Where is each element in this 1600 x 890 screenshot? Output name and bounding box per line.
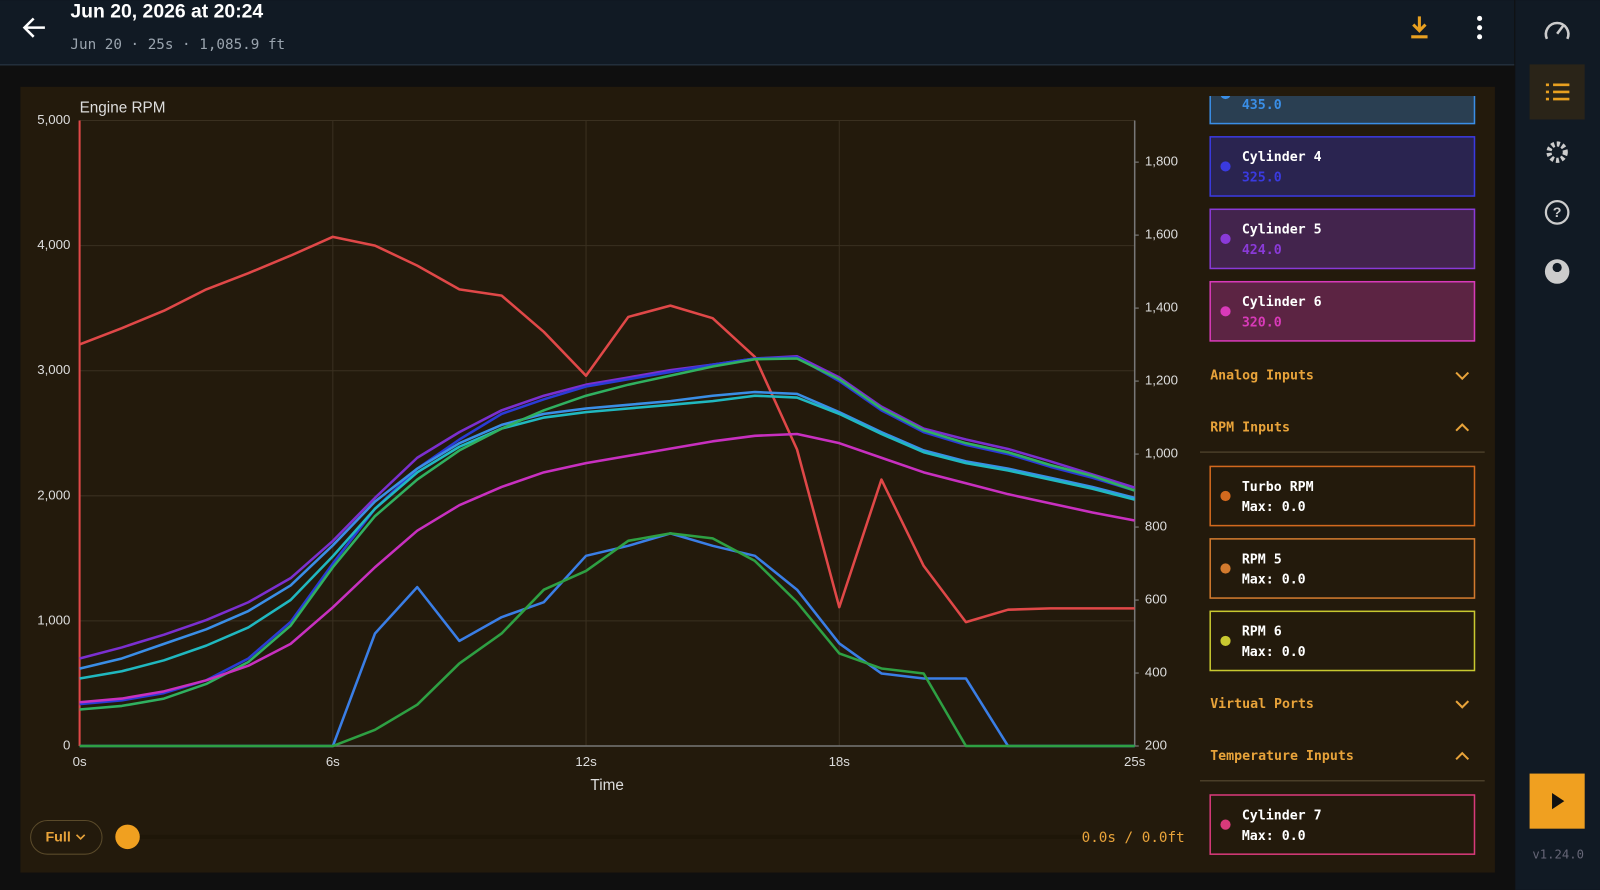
section-chevron	[1455, 371, 1470, 381]
range-chevron	[75, 834, 86, 841]
channel-list: 435.0 Cylinder 4 325.0 Cylinder 5 424.0 Cylin…	[1200, 64, 1485, 855]
x-axis-label: Time	[590, 777, 623, 794]
channel-dot	[1220, 490, 1231, 502]
x-tick-label: 25s	[1124, 754, 1146, 769]
channel-card[interactable]	[1209, 465, 1476, 527]
y2-tick-label: 600	[1145, 592, 1167, 607]
channel-dot	[1220, 635, 1231, 647]
channel-card[interactable]	[1209, 64, 1476, 125]
list-icon	[1545, 83, 1570, 101]
y2-tick-label: 400	[1145, 665, 1167, 680]
channel-value: Max: 0.0	[1242, 573, 1306, 588]
scrub-handle[interactable]	[115, 824, 140, 850]
y-tick-label: 4,000	[37, 237, 70, 252]
range-label: Full	[45, 830, 70, 846]
channel-value: 424.0	[1242, 243, 1282, 258]
channel-value: Max: 0.0	[1242, 500, 1306, 515]
chart-title: Engine RPM	[80, 99, 166, 116]
channel-name: Cylinder 5	[1242, 222, 1322, 238]
series-line	[79, 356, 1136, 706]
y-tick-label: 3,000	[37, 362, 70, 377]
channel-dot	[1220, 233, 1231, 244]
channel-name: RPM 5	[1242, 552, 1282, 567]
plot: 0s 6s 12s 18s 25s 0 1,000 2,000 3,000 4,000 5,000 2…	[37, 112, 1178, 769]
channel-name: Cylinder 4	[1242, 149, 1322, 165]
section-chevron	[1455, 423, 1470, 432]
section-title[interactable]: Analog Inputs	[1210, 369, 1314, 384]
x-tick-label: 6s	[326, 754, 340, 769]
channel-card[interactable]	[1209, 794, 1476, 855]
series-line	[79, 532, 1135, 748]
channel-card[interactable]	[1209, 208, 1476, 270]
y2-tick-label: 1,800	[1145, 154, 1178, 169]
help-glyph: ?	[1553, 205, 1562, 221]
channel-value: Max: 0.0	[1242, 645, 1306, 660]
gauge-icon[interactable]	[1544, 21, 1570, 40]
channel-dot	[1220, 563, 1231, 574]
version: v1.24.0	[1532, 848, 1584, 862]
y-tick-label: 1,000	[37, 612, 70, 627]
section-chevron	[1455, 700, 1470, 709]
series-line	[79, 390, 1136, 670]
series-line	[79, 235, 1135, 624]
y-tick-label: 2,000	[37, 487, 70, 502]
x-tick-label: 18s	[829, 754, 851, 769]
right-rail	[1515, 0, 1600, 890]
channel-card[interactable]	[1209, 538, 1476, 599]
series-line	[79, 394, 1136, 680]
help-icon[interactable]	[1544, 200, 1570, 225]
back-button[interactable]	[22, 17, 45, 38]
x-tick-label: 0s	[73, 754, 87, 769]
y-tick-label: 5,000	[37, 112, 70, 127]
channel-dot	[1220, 306, 1231, 317]
channel-value: 320.0	[1242, 316, 1282, 331]
position-readout: 0.0s / 0.0ft	[1082, 830, 1185, 846]
y2-tick-label: 1,200	[1145, 373, 1178, 388]
channel-name: Turbo RPM	[1242, 480, 1314, 495]
y2-tick-label: 800	[1145, 519, 1167, 534]
channel-name: Cylinder 6	[1242, 294, 1322, 310]
account-head	[1552, 262, 1562, 273]
x-tick-label: 12s	[575, 754, 597, 769]
section-title[interactable]: Temperature Inputs	[1210, 749, 1354, 764]
channel-card[interactable]	[1209, 280, 1476, 342]
y-tick-label: 0	[63, 738, 70, 753]
section-title[interactable]: RPM Inputs	[1210, 421, 1290, 436]
channel-card[interactable]	[1209, 136, 1476, 197]
range-select[interactable]	[30, 820, 103, 855]
channel-card[interactable]	[1209, 610, 1476, 672]
y2-tick-label: 1,000	[1145, 446, 1178, 461]
y2-tick-label: 200	[1145, 738, 1167, 753]
y2-tick-label: 1,600	[1145, 227, 1178, 242]
series-line	[79, 357, 1136, 711]
y2-tick-label: 1,400	[1145, 300, 1178, 315]
channel-value: Max: 0.0	[1242, 829, 1306, 844]
channel-value: 325.0	[1242, 171, 1282, 186]
header-subtitle: Jun 20 · 25s · 1,085.9 ft	[70, 37, 285, 53]
header-title: Jun 20, 2026 at 20:24	[70, 0, 263, 22]
channel-dot	[1220, 161, 1231, 172]
channel-dot	[1220, 96, 1231, 100]
series-line	[79, 354, 1136, 660]
download-button[interactable]	[1411, 16, 1428, 39]
channel-value: 435.0	[1242, 98, 1282, 113]
series-line	[79, 432, 1135, 704]
menu-button[interactable]	[1477, 15, 1483, 40]
channel-dot	[1220, 819, 1231, 830]
channel-name: Cylinder 7	[1242, 807, 1322, 823]
header-bar	[0, 0, 1515, 65]
settings-icon[interactable]	[1546, 141, 1568, 163]
section-title[interactable]: Virtual Ports	[1210, 696, 1314, 712]
play-icon	[1552, 792, 1565, 810]
chart-panel	[20, 86, 1495, 873]
section-chevron	[1455, 751, 1470, 761]
channel-name: RPM 6	[1242, 625, 1282, 640]
